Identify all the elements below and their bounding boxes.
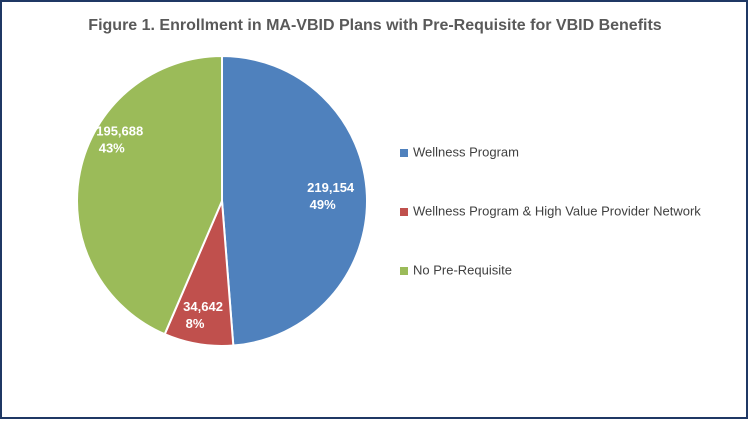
percent-label: 43%: [99, 140, 125, 155]
pie-slice: [76, 54, 223, 336]
chart-title: Figure 1. Enrollment in MA-VBID Plans wi…: [88, 17, 662, 34]
legend-swatch: [400, 267, 408, 275]
data-label: 195,688: [96, 123, 143, 138]
legend-swatch: [400, 208, 408, 216]
pie-slice: [221, 54, 368, 347]
legend-label: Wellness Program & High Value Provider N…: [413, 203, 701, 218]
legend-label: Wellness Program: [413, 144, 519, 159]
percent-label: 49%: [310, 197, 336, 212]
legend-label: No Pre-Requisite: [413, 262, 512, 277]
legend-swatch: [400, 149, 408, 157]
data-label: 219,154: [307, 180, 355, 195]
percent-label: 8%: [186, 316, 205, 331]
data-label: 34,642: [183, 299, 223, 314]
